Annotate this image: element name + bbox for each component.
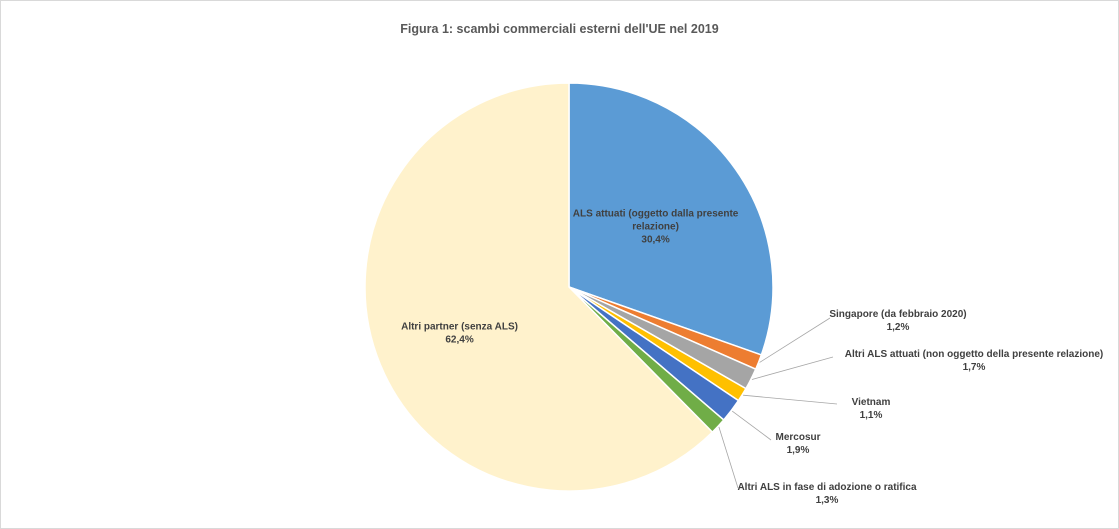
- slice-label-mercosur: Mercosur 1,9%: [775, 432, 820, 456]
- slice-label-altri-partner-senza-als: Altri partner (senza ALS) 62,4%: [401, 321, 518, 345]
- slice-value-label: 62,4%: [445, 334, 473, 345]
- pie-slices: [364, 82, 774, 492]
- slice-name-label: Vietnam: [852, 397, 891, 408]
- chart-title: Figura 1: scambi commerciali esterni del…: [400, 22, 719, 36]
- slice-label-altri-als-attuati-non-oggetto-della-presente-relazione: Altri ALS attuati (non oggetto della pre…: [845, 349, 1104, 373]
- slice-name-label: Mercosur: [775, 432, 820, 443]
- slice-value-label: 1,3%: [816, 495, 839, 506]
- slice-name-label: Altri ALS attuati (non oggetto della pre…: [845, 349, 1104, 360]
- slice-labels: ALS attuati (oggetto dalla presente relaz…: [401, 209, 1103, 506]
- slice-name-label: Altri partner (senza ALS): [401, 321, 518, 332]
- slice-label-altri-als-in-fase-di-adozione-o-ratifica: Altri ALS in fase di adozione o ratifica…: [737, 482, 917, 506]
- leader-line-singapore-da-febbraio-2020: [759, 317, 831, 363]
- leader-lines: [718, 317, 838, 489]
- slice-label-als-attuati-oggetto-dalla-presente-relazione: ALS attuati (oggetto dalla presente relaz…: [573, 209, 739, 246]
- slice-value-label: 1,2%: [887, 322, 910, 333]
- slice-label-vietnam: Vietnam 1,1%: [852, 397, 891, 421]
- pie-slice-altri-partner-senza-als: [364, 82, 714, 492]
- leader-line-altri-als-attuati-non-oggetto-della-presente-relazione: [751, 356, 834, 380]
- slice-name-label: relazione): [632, 222, 679, 233]
- slice-value-label: 30,4%: [641, 235, 669, 246]
- slice-name-label: Altri ALS in fase di adozione o ratifica: [737, 482, 917, 493]
- slice-value-label: 1,9%: [787, 445, 810, 456]
- leader-line-vietnam: [743, 394, 838, 405]
- slice-name-label: ALS attuati (oggetto dalla presente: [573, 209, 739, 220]
- pie-slice-als-attuati-oggetto-dalla-presente-relazione: [568, 82, 774, 356]
- slice-value-label: 1,1%: [860, 410, 883, 421]
- leader-line-altri-als-in-fase-di-adozione-o-ratifica: [718, 426, 739, 489]
- slice-name-label: Singapore (da febbraio 2020): [829, 309, 966, 320]
- slice-label-singapore-da-febbraio-2020: Singapore (da febbraio 2020) 1,2%: [829, 309, 966, 333]
- leader-line-mercosur: [731, 410, 772, 441]
- slice-value-label: 1,7%: [963, 362, 986, 373]
